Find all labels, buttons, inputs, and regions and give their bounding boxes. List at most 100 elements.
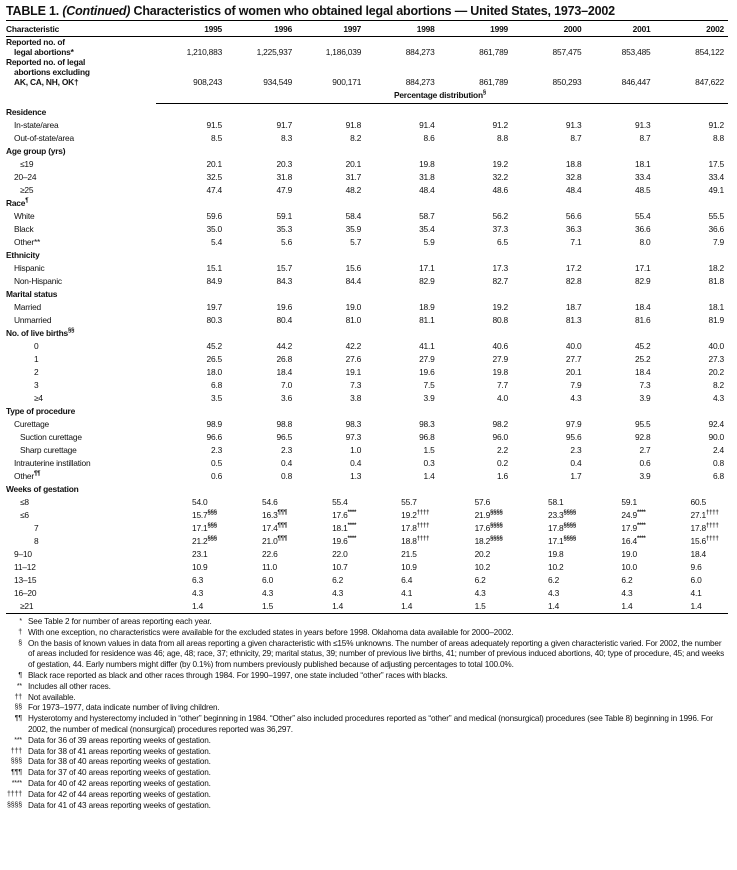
cell-value: 3.9 [585,468,654,481]
value: 1.5 [474,601,486,611]
footnote-mark: § [18,639,22,647]
cell-value: 0.5 [156,455,226,468]
footnote: ¶ Black race reported as black and other … [6,671,728,682]
value: 81.8 [708,276,724,286]
cell-value: 0.3 [365,455,438,468]
value: 4.3 [621,588,633,598]
row-label: Other** [6,234,156,247]
value: 1.4 [423,471,435,481]
value: 22.6 [262,549,278,559]
value: 58.1 [548,497,564,507]
cell-value: 81.6 [585,312,654,325]
value: 1.4 [332,601,344,611]
cell-value: 1.4 [512,598,586,614]
cell-value: 1.4 [365,468,438,481]
value: 17.6 [332,510,348,520]
cell-value: 847,622 [695,77,724,87]
value: 10.2 [548,562,564,572]
value: 7.1 [570,237,582,247]
cell-value: 19.8 [439,364,512,377]
footnote: ¶¶¶ Data for 37 of 40 areas reporting wee… [6,768,728,779]
row-label: ≤6 [6,507,156,520]
cell-value: 6.0 [226,572,296,585]
table-row: 9–10 23.1 22.6 22.0 21.5 20.2 19.8 19.0 18.4 [6,546,728,559]
row-label-text: ≤8 [20,497,29,507]
value: 18.4 [635,367,651,377]
value: 2.3 [570,445,582,455]
value: 19.6 [332,536,348,546]
value: 6.0 [262,575,274,585]
cell-value: 24.9**** [585,507,654,520]
spacer [156,104,728,118]
table-row: Out-of-state/area 8.5 8.3 8.2 8.6 8.8 8.7 8.7 8.… [6,130,728,143]
value: 91.3 [635,120,651,130]
cell-value: 92.8 [585,429,654,442]
footnote: ††† Data for 38 of 41 areas reporting wee… [6,747,728,758]
cell-value: 8.3 [226,130,296,143]
cell-value: 1,210,883 [186,47,223,57]
value: 8.8 [712,133,724,143]
footnote-mark: ¶ [18,671,22,679]
value: 35.9 [345,224,362,234]
cell-value: 1.4 [365,598,439,614]
cell-value: 884,273 [405,77,435,87]
cell-value: 91.7 [226,117,296,130]
cell-value: 0.8 [655,455,728,468]
value: 33.4 [635,172,651,182]
cell-value: 11.0 [226,559,296,572]
value: 4.3 [332,588,344,598]
table-row: 7 17.1§§§ 17.4¶¶¶ 18.1**** 17.8†††† 17.6§§§§ 1… [6,520,728,533]
cell-value: 98.3 [296,416,365,429]
row-label-text: Marital status [6,289,58,299]
spacer [156,481,728,494]
cell-value: 6.0 [655,572,728,585]
value: 81.0 [345,315,362,325]
footnote-mark: **** [636,510,646,517]
cell-value: 36.6 [585,221,654,234]
value: 1.4 [690,601,702,611]
value: 6.2 [332,575,344,585]
cell-value: 25.2 [585,351,654,364]
value: 18.4 [276,367,293,377]
table-row: Other¶¶ 0.6 0.8 1.3 1.4 1.6 1.7 3.9 6.8 [6,468,728,481]
cell-value: 22.6 [226,546,296,559]
column-header-year: 1998 [365,20,439,37]
cell-value: 54.6 [226,494,296,507]
row-label: Out-of-state/area [6,130,156,143]
value: 17.5 [708,159,724,169]
value: 82.7 [492,276,508,286]
row-label: 7 [6,520,156,533]
value: 26.5 [206,354,223,364]
footnote-mark: †††† [706,510,719,517]
value: 31.7 [345,172,362,182]
cell-value: 48.4 [365,182,438,195]
value: 4.3 [712,393,724,403]
cell-value: 90.0 [655,429,728,442]
cell-value: 95.5 [585,416,654,429]
footnote-mark: † [18,628,22,636]
value: 18.9 [419,302,435,312]
value: 48.4 [419,185,435,195]
table-row: Sharp curettage 2.3 2.3 1.0 1.5 2.2 2.3 2.7 2.4 [6,442,728,455]
cell-value: 91.3 [512,117,585,130]
cell-value: 934,549 [263,77,293,87]
value: 91.5 [206,120,223,130]
cell-value: 58.7 [365,208,438,221]
value: 19.0 [345,302,362,312]
value: 35.3 [276,224,293,234]
cell-value: 80.4 [226,312,296,325]
column-header-year: 1995 [156,20,227,37]
table-row: Curettage 98.9 98.8 98.3 98.3 98.2 97.9 95.5 92.… [6,416,728,429]
value: 59.6 [206,211,223,221]
value: 8.2 [712,380,724,390]
footnote: †††† Data for 42 of 44 areas reporting we… [6,790,728,801]
value: 26.8 [276,354,293,364]
value: 6.2 [474,575,486,585]
value: 21.5 [401,549,417,559]
row-label: 13–15 [6,572,156,585]
column-header-year: 1999 [438,20,512,37]
document: TABLE 1. (Continued) Characteristics of … [6,4,728,811]
footnote-mark: * [19,618,22,625]
table-row: Reported no. of legal abortions excluding… [6,57,728,87]
row-label: ≤19 [6,156,156,169]
